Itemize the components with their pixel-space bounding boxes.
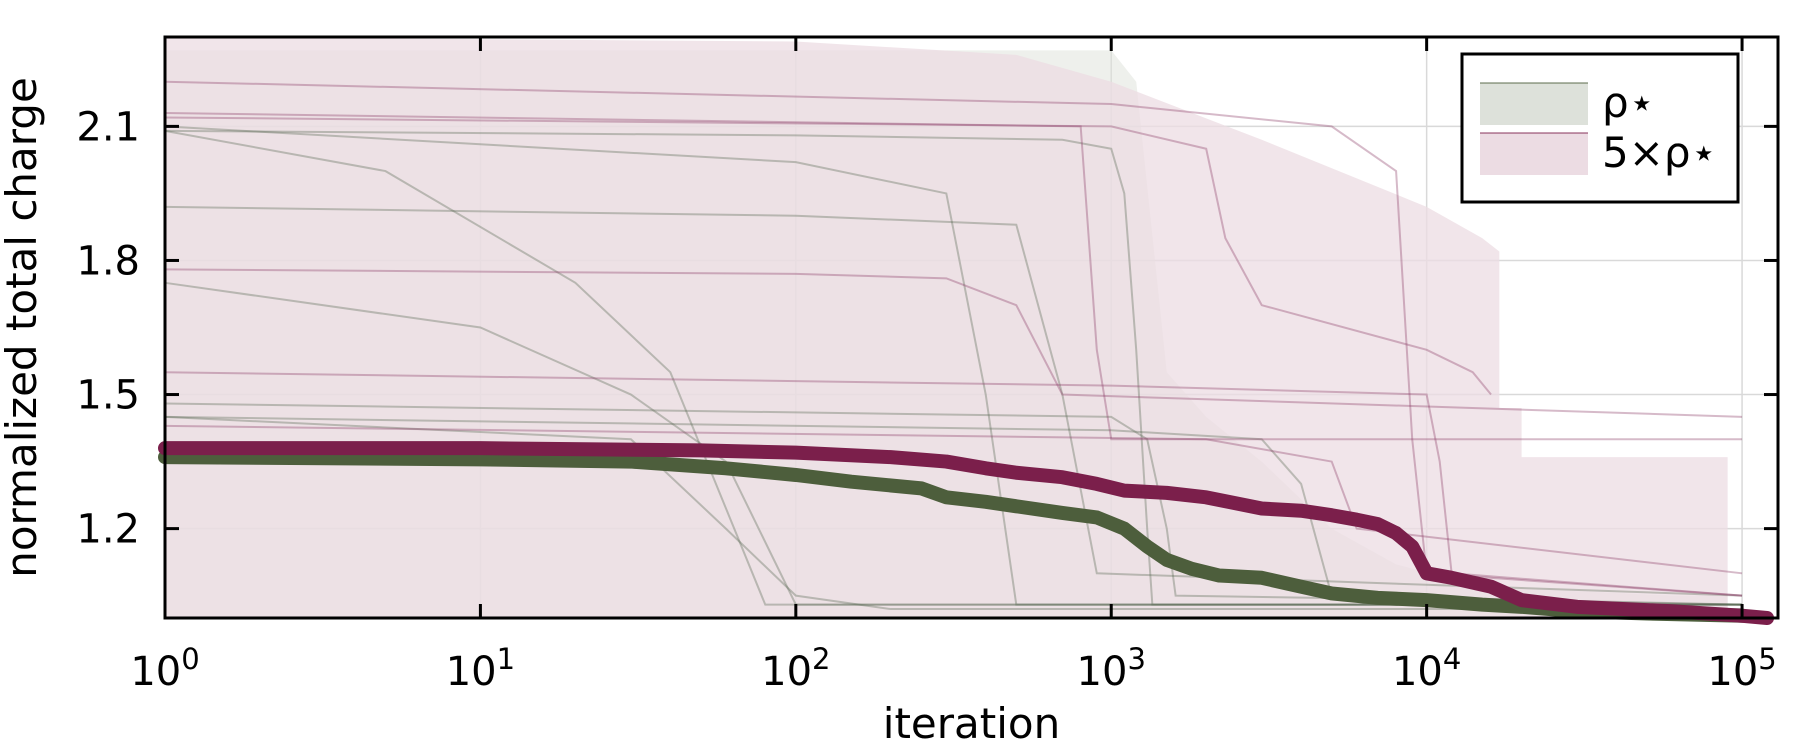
series-band <box>165 37 1768 618</box>
run-line <box>164 129 1743 606</box>
run-line <box>164 111 1743 441</box>
legend-label-5x-rho-star: 5×ρ⋆ <box>1602 128 1717 177</box>
x-tick-label: 100 <box>130 642 199 695</box>
run-line <box>164 424 1743 575</box>
legend-entry-rho-star: ρ⋆ <box>1480 78 1655 127</box>
y-tick-label: 2.1 <box>76 104 140 150</box>
y-tick-label: 1.2 <box>76 507 140 553</box>
run-line <box>164 415 1743 611</box>
x-tick-label: 102 <box>761 642 830 695</box>
run-line <box>164 281 1743 606</box>
legend: ρ⋆ 5×ρ⋆ <box>1460 52 1740 204</box>
y-axis-label: normalized total charge <box>0 77 46 578</box>
legend-swatch-rho-star <box>1480 83 1588 125</box>
axis-ticks <box>163 37 1778 618</box>
x-tick-labels: 100 101 102 103 104 105 <box>130 642 1776 695</box>
x-tick-label: 105 <box>1707 642 1776 695</box>
series-mean-lines <box>158 441 1775 625</box>
run-line <box>164 125 1743 606</box>
legend-entry-5x-rho-star: 5×ρ⋆ <box>1480 128 1717 177</box>
legend-box <box>1460 52 1740 204</box>
legend-label-rho-star: ρ⋆ <box>1602 78 1655 127</box>
x-axis-label: iteration <box>883 699 1060 748</box>
run-line <box>164 371 1743 597</box>
run-line <box>164 116 1492 396</box>
legend-swatch-5x-rho-star <box>1480 133 1588 175</box>
plot-frame <box>163 35 1780 620</box>
x-tick-label: 103 <box>1077 642 1146 695</box>
x-tick-label: 101 <box>446 642 515 695</box>
run-line <box>164 268 1743 418</box>
run-line <box>164 129 1743 606</box>
individual-runs <box>164 80 1743 611</box>
series-mean-line <box>158 450 1750 623</box>
series-bands <box>165 37 1768 618</box>
run-line <box>164 402 1743 606</box>
y-tick-label: 1.5 <box>76 373 140 419</box>
y-tick-label: 1.8 <box>76 238 140 284</box>
x-tick-label: 104 <box>1392 642 1461 695</box>
y-tick-labels: 1.2 1.5 1.8 2.1 <box>76 104 140 552</box>
series-mean-line <box>158 441 1775 625</box>
